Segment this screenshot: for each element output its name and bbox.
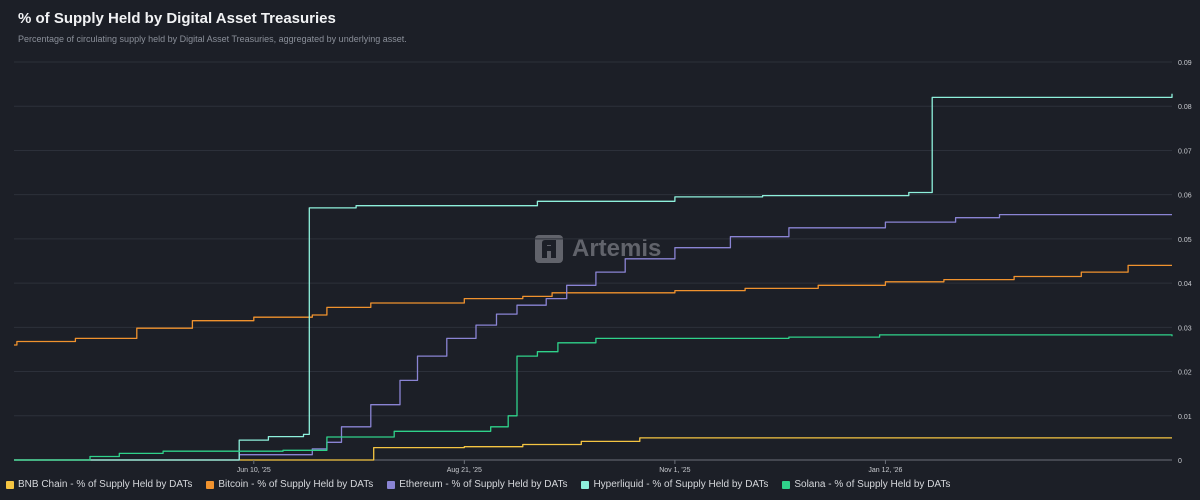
- chart-subtitle: Percentage of circulating supply held by…: [18, 34, 407, 44]
- legend-item-ethereum[interactable]: Ethereum - % of Supply Held by DATs: [387, 479, 567, 490]
- series-line-ethereum: [14, 213, 1172, 461]
- legend-item-bnb-chain[interactable]: BNB Chain - % of Supply Held by DATs: [6, 479, 192, 490]
- y-tick-label: 0.01: [1178, 414, 1192, 421]
- x-tick-label: Nov 1, '25: [659, 467, 690, 474]
- legend-swatch: [782, 480, 791, 489]
- legend-swatch: [387, 480, 396, 489]
- series-line-bitcoin: [14, 264, 1172, 346]
- legend-swatch: [206, 480, 215, 489]
- y-tick-label: 0.08: [1178, 104, 1192, 111]
- watermark-text: Artemis: [572, 235, 662, 262]
- chart-legend: BNB Chain - % of Supply Held by DATs Bitc…: [6, 479, 950, 490]
- series-line-solana: [14, 334, 1173, 461]
- series-line-hyperliquid: [14, 93, 1173, 461]
- legend-label: Solana - % of Supply Held by DATs: [794, 479, 951, 490]
- y-tick-label: 0.05: [1178, 237, 1192, 244]
- y-tick-label: 0.07: [1178, 148, 1192, 155]
- series-line-bnb-chain: [14, 437, 1172, 461]
- artemis-logo-icon: [535, 235, 563, 263]
- legend-label: Hyperliquid - % of Supply Held by DATs: [593, 479, 769, 490]
- y-tick-label: 0.09: [1178, 60, 1192, 67]
- x-tick-label: Aug 21, '25: [447, 467, 482, 474]
- x-tick-label: Jun 10, '25: [237, 467, 271, 474]
- watermark: Artemis: [534, 234, 661, 264]
- legend-swatch: [6, 480, 14, 489]
- x-tick-label: Jan 12, '26: [868, 467, 902, 474]
- chart-header: % of Supply Held by Digital Asset Treasu…: [18, 10, 407, 44]
- legend-swatch: [581, 480, 590, 489]
- y-tick-label: 0.03: [1178, 325, 1192, 332]
- y-tick-label: 0.02: [1178, 370, 1192, 377]
- legend-label: Bitcoin - % of Supply Held by DATs: [218, 479, 374, 490]
- legend-item-hyperliquid[interactable]: Hyperliquid - % of Supply Held by DATs: [581, 479, 768, 490]
- legend-label: Ethereum - % of Supply Held by DATs: [399, 479, 568, 490]
- legend-label: BNB Chain - % of Supply Held by DATs: [18, 479, 193, 490]
- legend-item-bitcoin[interactable]: Bitcoin - % of Supply Held by DATs: [206, 479, 373, 490]
- y-tick-label: 0.04: [1178, 281, 1192, 288]
- chart-title: % of Supply Held by Digital Asset Treasu…: [18, 10, 336, 27]
- y-tick-label: 0.06: [1178, 193, 1192, 200]
- y-tick-label: 0: [1178, 458, 1182, 465]
- legend-item-solana[interactable]: Solana - % of Supply Held by DATs: [782, 479, 950, 490]
